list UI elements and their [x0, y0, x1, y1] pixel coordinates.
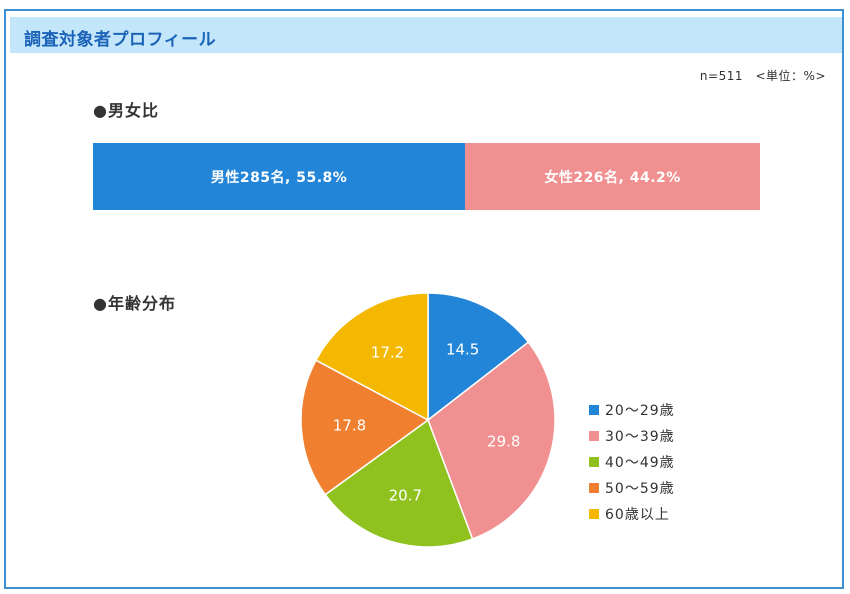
pie-slice-4: [314, 292, 429, 422]
pie-slice-3: [300, 359, 430, 496]
legend-swatch-4: [589, 509, 599, 519]
pie-label-3: 17.8: [333, 416, 366, 434]
legend-label-4: 60歳以上: [605, 507, 670, 523]
pie-label-2: 20.7: [389, 486, 422, 504]
gender-stacked-bar: 男性285名, 55.8% 女性226名, 44.2%: [93, 143, 760, 210]
legend-swatch-2: [589, 457, 599, 467]
pie-label-4: 17.2: [371, 343, 404, 361]
pie-slice-0: [427, 292, 530, 422]
legend-item-3: 50～59歳: [589, 475, 675, 501]
pie-label-1: 29.8: [487, 432, 520, 450]
legend-label-2: 40～49歳: [605, 455, 675, 471]
legend-swatch-3: [589, 483, 599, 493]
pie-slice-1: [427, 341, 556, 540]
bar-label-female: 女性226名, 44.2%: [544, 169, 681, 186]
legend-item-2: 40～49歳: [589, 449, 675, 475]
bar-segment-male: 男性285名, 55.8%: [93, 143, 466, 210]
legend-item-0: 20～29歳: [589, 397, 675, 423]
legend-label-3: 50～59歳: [605, 481, 675, 497]
legend-label-1: 30～39歳: [605, 429, 675, 445]
age-legend: 20～29歳 30～39歳 40～49歳 50～59歳 60歳以上: [589, 397, 675, 527]
gender-section-title: ●男女比: [93, 101, 159, 120]
legend-item-1: 30～39歳: [589, 423, 675, 449]
sample-size-note: n=511 <単位：%>: [699, 69, 826, 83]
pie-slice-2: [324, 418, 474, 548]
page-title: 調査対象者プロフィール: [24, 30, 217, 50]
legend-swatch-1: [589, 431, 599, 441]
age-section-title: ●年齢分布: [93, 294, 176, 313]
bar-segment-female: 女性226名, 44.2%: [465, 143, 760, 210]
header-bar: 調査対象者プロフィール: [10, 17, 842, 53]
bar-label-male: 男性285名, 55.8%: [210, 169, 348, 186]
pie-label-0: 14.5: [446, 340, 479, 358]
legend-item-4: 60歳以上: [589, 501, 675, 527]
legend-label-0: 20～29歳: [605, 403, 675, 419]
legend-swatch-0: [589, 405, 599, 415]
